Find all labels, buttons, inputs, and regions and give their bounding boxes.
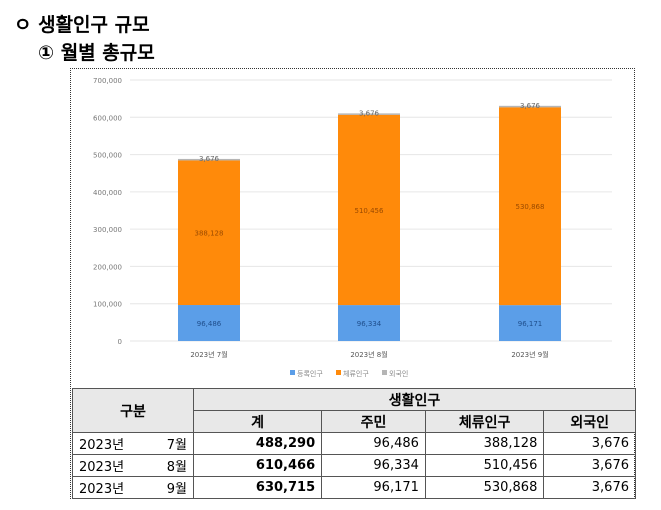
x-tick-label: 2023년 7월: [190, 350, 227, 359]
data-label: 388,128: [195, 230, 224, 238]
bar-segment: [178, 160, 240, 306]
bar-segment: [499, 105, 561, 108]
y-tick-label: 600,000: [93, 114, 122, 122]
cell: 610,466: [192, 454, 323, 477]
data-label: 3,676: [520, 102, 541, 110]
cell: 96,171: [321, 476, 426, 499]
cell: 3,676: [543, 476, 636, 499]
bar-segment: [499, 305, 561, 341]
cell: 3,676: [543, 454, 636, 477]
bar-segment: [499, 107, 561, 306]
data-table: 구분 생활인구 계 주민 체류인구 외국인 2023년 7월 488,290 96…: [72, 388, 636, 499]
header-category: 구분: [72, 388, 194, 433]
header-resident: 주민: [321, 410, 426, 433]
cell: 488,290: [192, 432, 323, 455]
y-tick-label: 0: [118, 338, 122, 346]
legend-label: 체류인구: [343, 369, 369, 378]
header-stay: 체류인구: [424, 410, 545, 433]
x-tick-label: 2023년 9월: [511, 350, 548, 359]
y-tick-label: 700,000: [93, 77, 122, 85]
legend-swatch: [290, 370, 295, 375]
stacked-bar-chart: 0 100,000 200,000 300,000 400,000 500,000 600,…: [93, 77, 612, 378]
data-label: 3,676: [199, 155, 220, 163]
legend-label: 등록인구: [297, 369, 323, 378]
month: 7월: [166, 438, 187, 453]
legend-swatch: [336, 370, 341, 375]
data-label: 510,456: [355, 207, 384, 215]
bar-segment: [178, 158, 240, 161]
table-row: 2023년 7월 488,290 96,486 388,128 3,676: [72, 432, 636, 455]
y-tick-label: 200,000: [93, 263, 122, 271]
cell: 388,128: [424, 432, 545, 455]
year: 2023년: [79, 438, 125, 453]
legend-label: 외국인: [389, 369, 408, 378]
section-subheading: ① 월별 총규모: [38, 42, 155, 64]
section-heading: ㅇ 생활인구 규모: [14, 14, 150, 36]
table-row: 2023년 9월 630,715 96,171 530,868 3,676: [72, 476, 636, 499]
legend-swatch: [382, 370, 387, 375]
y-tick-label: 300,000: [93, 226, 122, 234]
table-row: 2023년 8월 610,466 96,334 510,456 3,676: [72, 454, 636, 477]
y-tick-label: 400,000: [93, 189, 122, 197]
data-label: 96,486: [197, 320, 222, 328]
x-tick-label: 2023년 8월: [350, 350, 387, 359]
header-total: 계: [192, 410, 323, 433]
cell: 530,868: [424, 476, 545, 499]
year: 2023년: [79, 482, 125, 497]
data-label: 96,334: [357, 320, 382, 328]
bar-segment: [338, 114, 400, 306]
header-group: 생활인구: [193, 388, 636, 411]
bar-segment: [178, 305, 240, 341]
cell: 630,715: [192, 476, 323, 499]
y-tick-label: 100,000: [93, 301, 122, 309]
bar-segment: [338, 305, 400, 341]
year: 2023년: [79, 460, 125, 475]
data-label: 96,171: [518, 320, 543, 328]
y-tick-label: 500,000: [93, 152, 122, 160]
cell: 96,334: [321, 454, 426, 477]
cell: 3,676: [543, 432, 636, 455]
month: 9월: [166, 482, 187, 497]
chart-frame: [70, 68, 635, 499]
data-label: 3,676: [359, 109, 380, 117]
data-label: 530,868: [516, 203, 545, 211]
month: 8월: [166, 460, 187, 475]
cell: 96,486: [321, 432, 426, 455]
cell: 510,456: [424, 454, 545, 477]
header-foreigner: 외국인: [543, 410, 636, 433]
bar-segment: [338, 113, 400, 115]
